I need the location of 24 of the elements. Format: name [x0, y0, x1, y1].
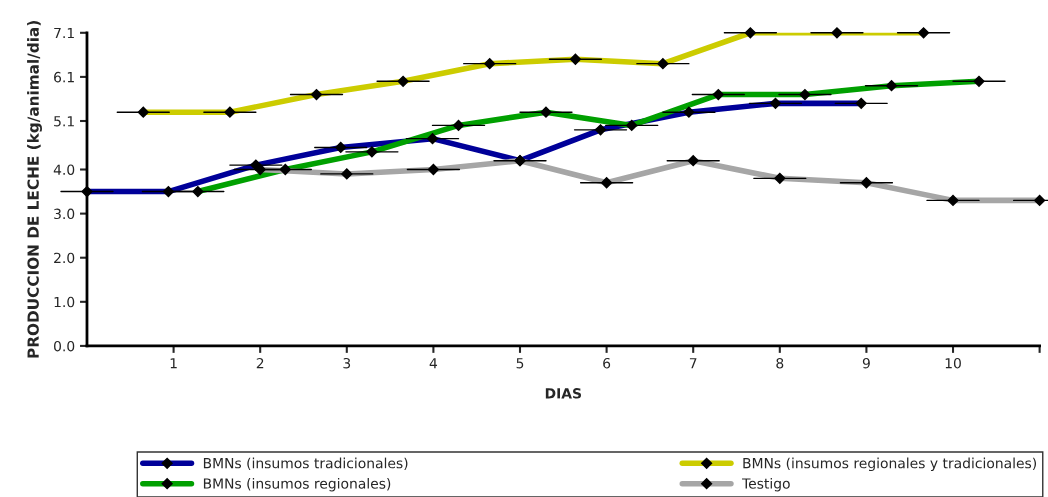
x-tick-label: 6 — [603, 357, 611, 369]
y-tick-label: 0.0 — [54, 340, 75, 352]
x-tick-label: 10 — [945, 357, 961, 369]
x-tick-label: 3 — [343, 357, 351, 369]
x-axis-title: DIAS — [545, 388, 582, 399]
legend-label: BMNs (insumos regionales y tradicionales) — [743, 457, 1037, 472]
y-tick-label: 3.0 — [54, 208, 75, 220]
x-tick-label: 2 — [256, 357, 264, 369]
x-tick-label: 7 — [689, 358, 697, 369]
x-tick-label: 8 — [776, 357, 784, 369]
x-tick-label: 4 — [429, 358, 438, 369]
y-tick-label: 2.0 — [54, 252, 75, 264]
x-tick-label: 1 — [170, 358, 177, 369]
y-tick-label: 1.0 — [54, 296, 75, 308]
y-tick-label: 6.1 — [54, 71, 74, 83]
x-tick-label: 9 — [862, 357, 870, 369]
y-tick-label: 5.1 — [54, 116, 74, 127]
legend-label: BMNs (insumos tradicionales) — [203, 457, 408, 470]
legend-label: Testigo — [741, 478, 790, 492]
y-tick-label: 4.0 — [53, 164, 75, 175]
y-tick-label: 7.1 — [54, 27, 74, 39]
legend-label: BMNs (insumos regionales) — [203, 478, 391, 492]
x-tick-label: 5 — [516, 358, 524, 369]
y-axis-title: PRODUCCION DE LECHE (kg/animal/dia) — [27, 21, 42, 358]
